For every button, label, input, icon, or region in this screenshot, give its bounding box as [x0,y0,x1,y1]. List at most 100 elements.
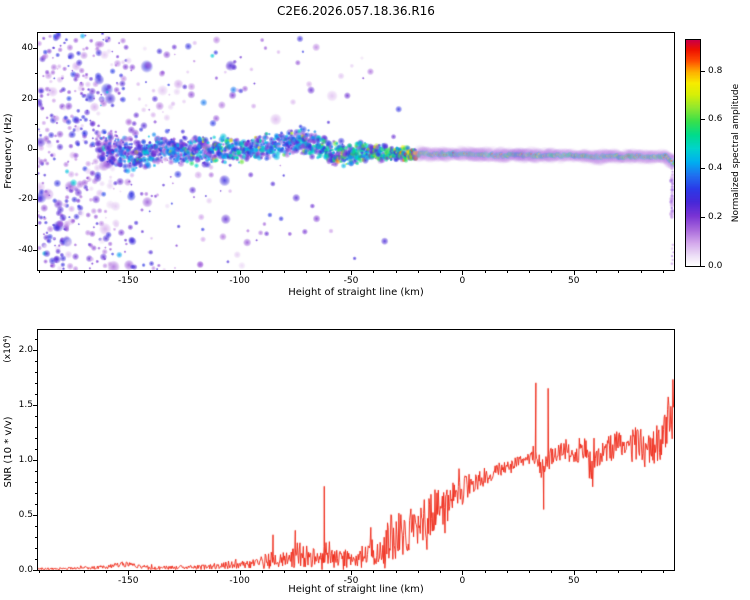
x-minor-tick-mark [105,271,107,273]
colorbar-tick-mark [701,119,705,121]
x-minor-tick-mark [83,571,85,573]
y-minor-tick-mark [35,73,37,75]
y-minor-tick-mark [35,492,37,494]
x-tick-mark [128,571,130,575]
y-tick-mark [33,199,37,201]
y-tick-mark [33,98,37,100]
snr-ylabel: SNR (10 * v/v) [3,416,14,488]
colorbar-tick-label: 0.8 [708,65,723,76]
colorbar-tick-label: 0.6 [708,114,723,125]
y-tick-label: 0 [27,143,33,154]
y-tick-mark [33,249,37,251]
x-minor-tick-mark [484,271,486,273]
x-minor-tick-mark [640,571,642,573]
x-minor-tick-mark [83,271,85,273]
x-minor-tick-mark [105,571,107,573]
x-minor-tick-mark [417,271,419,273]
x-minor-tick-mark [217,271,219,273]
x-tick-label: 0 [459,276,466,286]
y-tick-label: 40 [21,43,33,54]
colorbar-tick-label: 0.2 [708,212,723,223]
x-minor-tick-mark [440,571,442,573]
y-tick-mark [33,48,37,50]
y-minor-tick-mark [35,360,37,362]
x-minor-tick-mark [640,271,642,273]
x-minor-tick-mark [172,571,174,573]
x-minor-tick-mark [596,271,598,273]
snr-xlabel: Height of straight line (km) [288,584,424,595]
spectrogram-plot [37,32,675,271]
y-minor-tick-mark [35,481,37,483]
y-tick-label: 1.5 [18,399,33,410]
y-minor-tick-mark [35,426,37,428]
x-tick-label: -100 [229,576,250,586]
x-minor-tick-mark [61,571,63,573]
x-minor-tick-mark [662,271,664,273]
y-tick-mark [33,459,37,461]
colorbar-tick-mark [701,217,705,219]
x-tick-mark [350,271,352,275]
x-minor-tick-mark [217,571,219,573]
figure-title: C2E6.2026.057.18.36.R16 [277,4,435,18]
colorbar-label: Normalized spectral amplitude [731,83,741,223]
x-tick-label: -50 [343,276,359,286]
y-tick-label: 20 [21,93,33,104]
x-tick-mark [128,271,130,275]
y-tick-mark [33,570,37,571]
y-minor-tick-mark [35,558,37,560]
snr-plot [37,329,675,571]
x-minor-tick-mark [261,571,263,573]
y-minor-tick-mark [35,503,37,505]
x-tick-label: -100 [229,276,250,286]
colorbar-tick-mark [701,168,705,170]
x-minor-tick-mark [440,271,442,273]
x-minor-tick-mark [284,271,286,273]
y-minor-tick-mark [35,338,37,340]
x-minor-tick-mark [61,271,63,273]
x-tick-mark [573,571,575,575]
x-minor-tick-mark [551,271,553,273]
x-minor-tick-mark [395,271,397,273]
x-tick-mark [239,271,241,275]
y-tick-label: 0.5 [18,509,33,520]
colorbar-tick-label: 0.4 [708,163,723,174]
x-tick-mark [462,271,464,275]
x-minor-tick-mark [172,271,174,273]
x-minor-tick-mark [195,271,197,273]
y-minor-tick-mark [35,470,37,472]
x-tick-mark [462,571,464,575]
y-tick-label: -40 [18,244,33,255]
y-minor-tick-mark [35,547,37,549]
y-minor-tick-mark [35,371,37,373]
colorbar [685,39,701,267]
x-minor-tick-mark [596,571,598,573]
x-tick-mark [573,271,575,275]
y-tick-label: 0.0 [18,565,33,575]
x-minor-tick-mark [328,571,330,573]
x-tick-label: -150 [118,576,139,586]
x-minor-tick-mark [551,571,553,573]
y-minor-tick-mark [35,536,37,538]
y-tick-mark [33,514,37,516]
y-minor-tick-mark [35,448,37,450]
x-minor-tick-mark [373,571,375,573]
colorbar-tick-label: 0.0 [708,261,723,271]
x-tick-label: 0 [459,576,466,586]
y-minor-tick-mark [35,415,37,417]
x-tick-mark [239,571,241,575]
x-minor-tick-mark [39,571,41,573]
x-minor-tick-mark [618,271,620,273]
x-minor-tick-mark [506,571,508,573]
x-tick-label: -150 [118,276,139,286]
x-minor-tick-mark [618,571,620,573]
y-tick-label: -20 [18,194,33,205]
x-minor-tick-mark [529,571,531,573]
x-minor-tick-mark [529,271,531,273]
y-minor-tick-mark [35,393,37,395]
x-minor-tick-mark [373,271,375,273]
colorbar-tick-mark [701,70,705,72]
x-minor-tick-mark [150,271,152,273]
x-minor-tick-mark [195,571,197,573]
x-minor-tick-mark [306,271,308,273]
